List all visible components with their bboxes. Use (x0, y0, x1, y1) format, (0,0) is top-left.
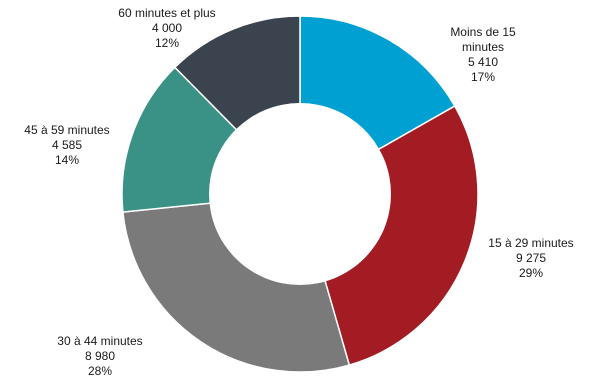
slice-value-label: 5 410 (468, 55, 498, 69)
slice-category-label: Moins de 15 (450, 25, 516, 39)
slice-category-label: 15 à 29 minutes (488, 236, 573, 250)
slice-percent-label: 29% (519, 266, 543, 280)
slice-category-label: 60 minutes et plus (118, 6, 215, 20)
donut-hole (209, 103, 391, 285)
slice-value-label: 9 275 (516, 251, 546, 265)
slice-percent-label: 14% (55, 153, 79, 167)
slice-value-label: 4 000 (152, 21, 182, 35)
slice-value-label: 4 585 (52, 138, 82, 152)
slice-category-label: 30 à 44 minutes (57, 334, 142, 348)
slice-value-label: 8 980 (85, 349, 115, 363)
slice-percent-label: 17% (471, 70, 495, 84)
slice-category-label: minutes (462, 40, 504, 54)
slice-category-label: 45 à 59 minutes (24, 123, 109, 137)
slice-percent-label: 28% (88, 364, 112, 378)
slice-percent-label: 12% (155, 36, 179, 50)
